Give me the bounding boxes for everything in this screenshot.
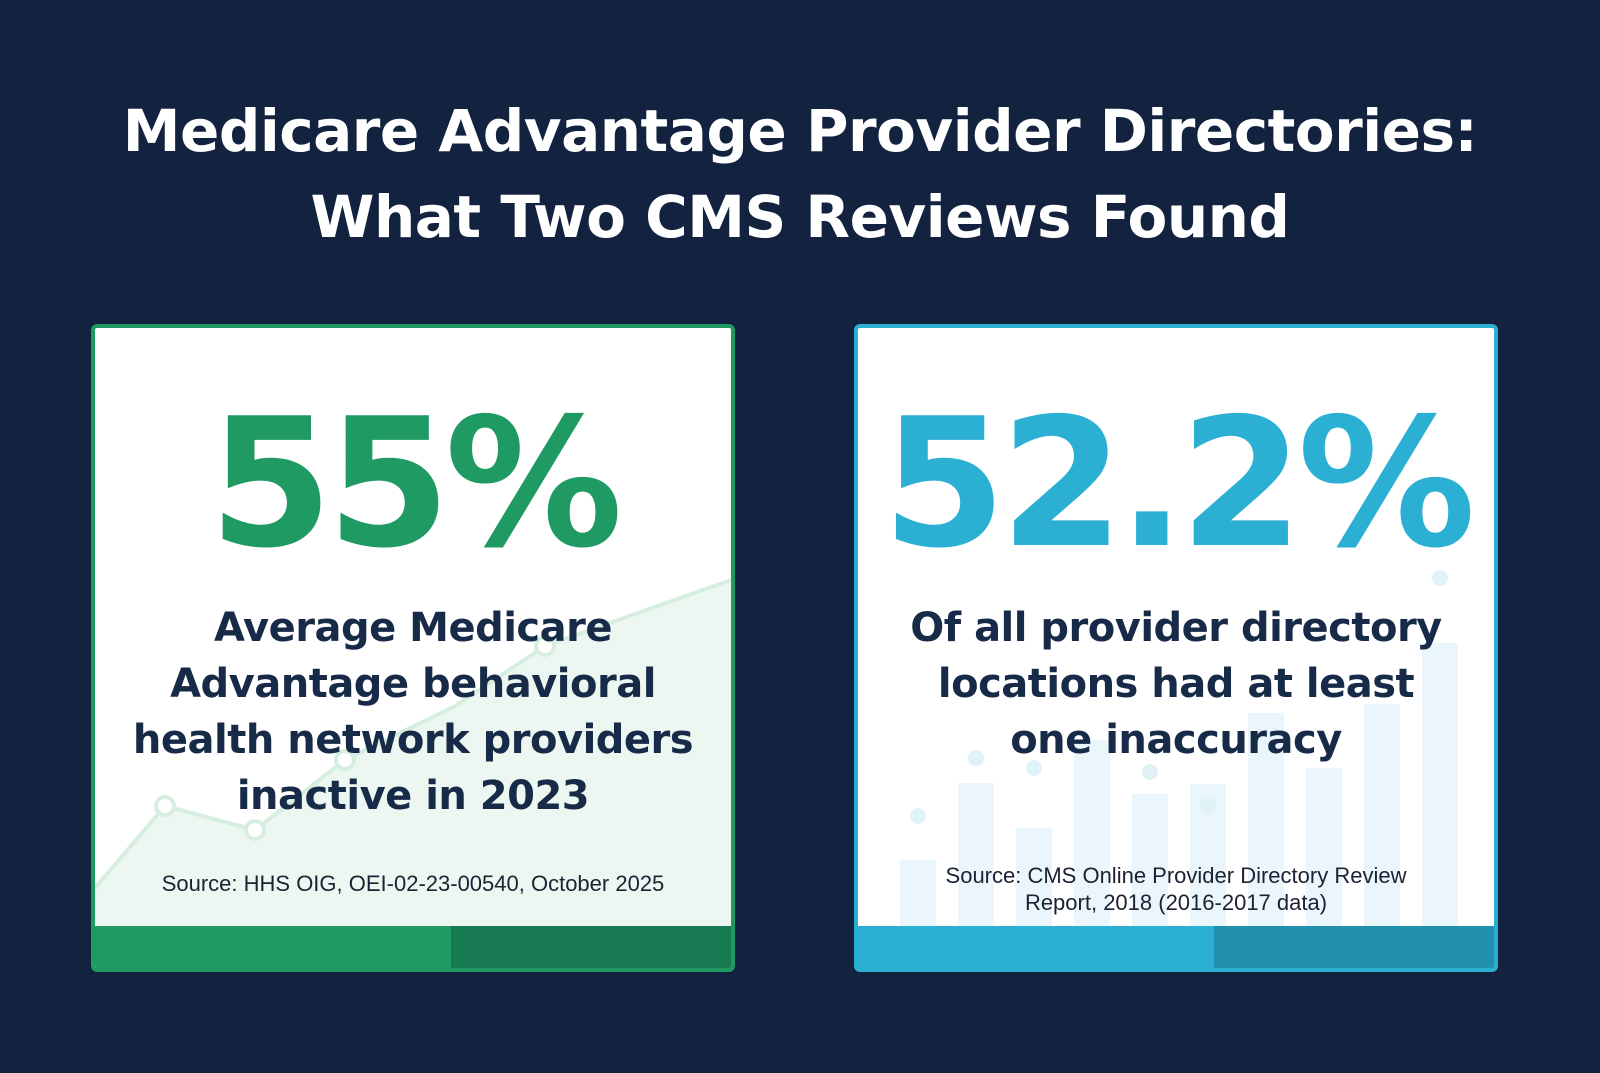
description-line: health network providers xyxy=(132,717,694,763)
source-line: Report, 2018 (2016-2017 data) xyxy=(1024,890,1328,915)
description-line: locations had at least xyxy=(937,661,1415,707)
description-line: one inaccuracy xyxy=(1010,717,1342,763)
stat-card-directory-inaccuracy: 52.2% Of all provider directory location… xyxy=(854,324,1498,972)
description-line: Average Medicare xyxy=(214,605,612,651)
description-line: Of all provider directory xyxy=(910,605,1442,651)
stat-value: 52.2% xyxy=(882,380,1476,587)
accent-footer-bar xyxy=(95,926,731,968)
page-title-line-1: Medicare Advantage Provider Directories: xyxy=(122,97,1478,165)
page-title-line-2: What Two CMS Reviews Found xyxy=(310,183,1290,251)
source-citation: Source: HHS OIG, OEI-02-23-00540, Octobe… xyxy=(95,870,731,897)
source-citation: Source: CMS Online Provider Directory Re… xyxy=(858,862,1494,916)
stat-description: Of all provider directory locations had … xyxy=(878,600,1474,768)
stat-description: Average Medicare Advantage behavioral he… xyxy=(115,600,711,824)
stat-value: 55% xyxy=(208,380,623,587)
description-line: Advantage behavioral xyxy=(170,661,656,707)
description-line: inactive in 2023 xyxy=(236,773,590,819)
trend-line-decoration xyxy=(95,578,731,968)
page-title: Medicare Advantage Provider Directories:… xyxy=(0,88,1600,260)
accent-footer-bar xyxy=(858,926,1494,968)
source-line: Source: HHS OIG, OEI-02-23-00540, Octobe… xyxy=(161,871,665,896)
source-line: Source: CMS Online Provider Directory Re… xyxy=(945,863,1407,888)
stat-card-inactive-providers: 55% Average Medicare Advantage behaviora… xyxy=(91,324,735,972)
